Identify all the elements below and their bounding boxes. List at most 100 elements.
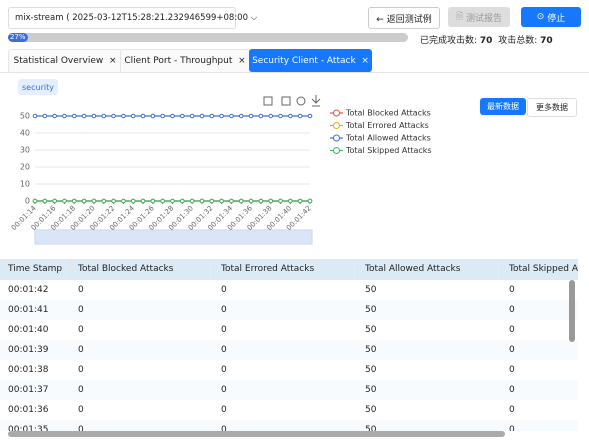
tab[interactable]: Client Port - Throughput × <box>120 49 250 73</box>
point <box>258 198 264 204</box>
column-header: Total Errored Attacks <box>221 264 315 274</box>
point <box>71 113 77 119</box>
cell: 50 <box>365 285 377 295</box>
point <box>160 113 165 119</box>
row <box>0 360 578 381</box>
tab[interactable]: Statistical Overview × <box>8 49 122 73</box>
point <box>71 198 77 204</box>
tab-label: Client Port - Throughput <box>124 56 233 66</box>
completed-label: 已完成攻击数: <box>420 36 478 46</box>
row <box>0 280 578 301</box>
tab-bar <box>0 48 589 73</box>
total-label: 攻击总数: <box>498 36 538 46</box>
cell: 0 <box>509 285 515 295</box>
y-tick-label: 50 <box>20 112 30 121</box>
point <box>170 198 175 204</box>
column-header: Total Skipped Attacks <box>509 264 578 274</box>
point <box>288 113 293 119</box>
legend-marker <box>333 122 340 129</box>
point <box>219 113 224 119</box>
y-tick-label: 20 <box>20 163 30 172</box>
reset-icon[interactable] <box>281 96 291 106</box>
chart: 0102030405000:01:1400:01:1600:01:1800:01… <box>10 95 432 245</box>
cell: 00:01:37 <box>8 385 49 395</box>
cell: 0 <box>221 325 227 335</box>
point <box>32 113 38 119</box>
report: 测试报告 <box>466 13 503 24</box>
point <box>307 113 313 119</box>
point <box>297 113 303 119</box>
cell: 0 <box>221 345 227 355</box>
point <box>150 198 156 204</box>
cell: 0 <box>509 405 515 415</box>
cell: 50 <box>365 325 377 335</box>
point <box>209 198 215 204</box>
point <box>278 113 283 119</box>
cell: 0 <box>221 425 227 431</box>
tag[interactable]: security <box>18 79 58 95</box>
point <box>140 198 146 204</box>
column-header: Total Blocked Attacks <box>78 264 174 274</box>
cell: 0 <box>509 305 515 315</box>
point <box>288 198 293 204</box>
restore-icon[interactable] <box>296 96 306 106</box>
cell: 0 <box>221 305 227 315</box>
cell: 50 <box>365 345 377 355</box>
y-tick-label: 10 <box>20 180 30 189</box>
point <box>238 198 244 204</box>
total: 70 <box>540 36 553 46</box>
table: Time Stamp Total Blocked Attacks Total Err… <box>0 259 578 431</box>
point <box>199 198 205 204</box>
row <box>0 300 578 321</box>
cell: 50 <box>365 425 377 431</box>
legend-label: Total Skipped Attacks <box>345 146 432 155</box>
point <box>52 113 57 119</box>
tab-active[interactable]: Security Client - Attack × <box>249 49 372 72</box>
point <box>130 113 136 119</box>
tab-label: Security Client - Attack <box>252 55 356 66</box>
cell: 0 <box>78 365 84 375</box>
row <box>0 320 578 341</box>
report-button[interactable]: 🗎 测试报告 <box>448 7 510 27</box>
cell: 0 <box>78 325 84 335</box>
point <box>180 113 185 119</box>
row <box>0 340 578 361</box>
row <box>0 420 578 431</box>
h-scrollbar[interactable] <box>8 431 505 437</box>
cell: 00:01:41 <box>8 305 49 315</box>
cell: 0 <box>78 425 84 431</box>
stream: mix-stream ( 2025-03-12T15:28:21.2329465… <box>15 13 249 23</box>
point <box>229 198 234 204</box>
point <box>258 113 264 119</box>
point <box>62 198 67 204</box>
v-scrollbar[interactable] <box>569 280 575 342</box>
download-icon[interactable] <box>311 95 321 107</box>
point <box>199 113 205 119</box>
cell: 0 <box>221 405 227 415</box>
stop: 停止 <box>547 13 566 24</box>
point <box>91 198 97 204</box>
legend-marker <box>333 134 340 142</box>
completed: 70 <box>479 36 493 46</box>
more-button[interactable]: 更多数据 <box>527 98 577 117</box>
legend-label: Total Errored Attacks <box>345 121 429 130</box>
legend-marker <box>333 147 340 154</box>
stats: 已完成攻击数: 70 攻击总数: 70 <box>420 33 553 46</box>
zoom-window <box>35 230 312 244</box>
tab-label: Statistical Overview <box>13 56 104 66</box>
cell: 00:01:42 <box>8 285 49 295</box>
point <box>130 198 136 204</box>
zoom-icon[interactable] <box>263 96 273 106</box>
point <box>81 198 87 204</box>
stop-button[interactable]: ⊙ 停止 <box>521 7 581 27</box>
point <box>297 198 303 204</box>
cell: 0 <box>509 385 515 395</box>
legend-label: Total Allowed Attacks <box>345 134 431 143</box>
toolbar <box>263 95 321 107</box>
back-button[interactable]: ← 返回测试例 <box>368 7 440 29</box>
point <box>219 198 224 204</box>
latest-button[interactable]: 最新数据 <box>480 98 526 115</box>
progress: 27% <box>8 33 28 42</box>
point <box>42 198 48 204</box>
